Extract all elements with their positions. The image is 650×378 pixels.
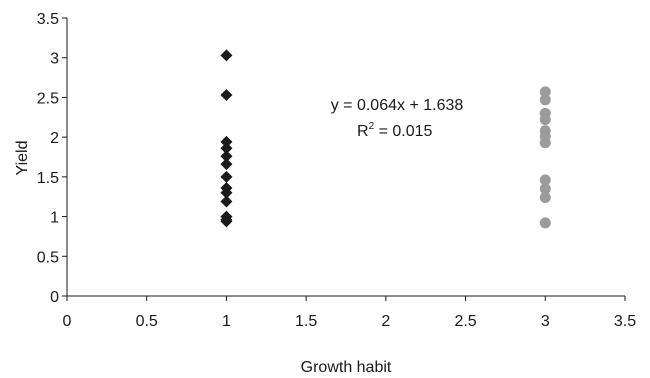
circle-point — [539, 137, 551, 149]
circle-point — [539, 217, 551, 229]
ticks: 0 0.5 1 1.5 2 2.5 3 3.5 0 0.5 1 1.5 2 2.5 3 3.5 — [37, 11, 636, 330]
diamond-point — [220, 135, 233, 148]
diamond-point — [220, 150, 233, 163]
y-tick-label: 1.5 — [37, 170, 59, 187]
circle-point — [539, 192, 551, 204]
diamond-point — [220, 215, 233, 228]
r-squared-sup: 2 — [369, 121, 375, 132]
x-axis-label: Growth habit — [301, 359, 392, 376]
y-axis-label: Yield — [14, 141, 31, 176]
r-squared-suffix: = 0.015 — [374, 123, 432, 140]
regression-equation: y = 0.064x + 1.638 — [331, 97, 464, 114]
x-tick-label: 2 — [381, 313, 390, 330]
x-tick-label: 3 — [541, 313, 550, 330]
diamond-point — [220, 158, 233, 171]
circle-point — [539, 94, 551, 106]
x-tick-label: 0 — [63, 313, 72, 330]
y-tick-label: 0 — [50, 289, 59, 306]
y-tick-label: 1 — [50, 210, 59, 227]
axes — [66, 18, 625, 297]
x-tick-label: 2.5 — [454, 313, 476, 330]
diamond-point — [220, 186, 233, 199]
y-tick-label: 3 — [50, 51, 59, 68]
x-tick-label: 0.5 — [136, 313, 158, 330]
r-squared: R2 = 0.015 — [357, 121, 433, 140]
diamond-point — [220, 142, 233, 155]
x-tick-label: 1 — [222, 313, 231, 330]
diamond-point — [220, 49, 233, 62]
circle-point — [539, 114, 551, 126]
circle-point — [539, 174, 551, 186]
diamond-point — [220, 195, 233, 208]
x-tick-label: 1.5 — [295, 313, 317, 330]
y-tick-label: 3.5 — [37, 11, 59, 28]
data-points — [220, 49, 551, 229]
diamond-point — [220, 89, 233, 102]
circle-point — [539, 183, 551, 195]
diamond-point — [220, 170, 233, 183]
r-squared-prefix: R — [357, 123, 369, 140]
y-tick-label: 2.5 — [37, 90, 59, 107]
circle-point — [539, 86, 551, 98]
y-tick-label: 0.5 — [37, 249, 59, 266]
x-tick-label: 3.5 — [614, 313, 636, 330]
y-tick-label: 2 — [50, 130, 59, 147]
